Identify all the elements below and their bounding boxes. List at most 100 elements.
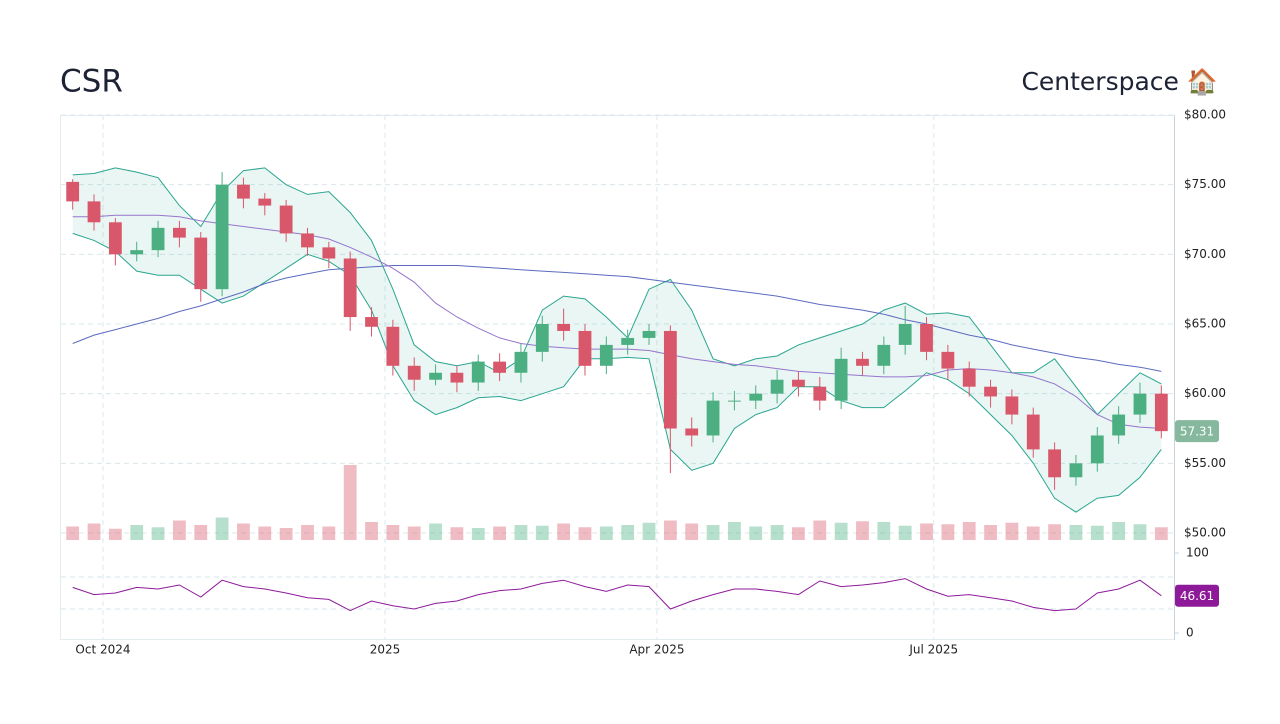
candle-body: [173, 227, 186, 238]
candle-body: [749, 393, 763, 401]
volume-bar: [706, 525, 720, 540]
candle-body: [706, 400, 720, 436]
y-tick-label: $60.00: [1184, 386, 1226, 400]
volume-bar: [386, 525, 400, 540]
volume-bar: [877, 522, 891, 540]
volume-bar: [621, 525, 635, 540]
moving-average: [72, 265, 1162, 372]
volume-bar: [535, 525, 549, 540]
candle-body: [429, 372, 442, 380]
volume-bar: [941, 524, 955, 540]
volume-bar: [365, 522, 378, 540]
company-name: Centerspace 🏠: [1021, 67, 1218, 96]
volume-bar: [663, 520, 677, 540]
volume-bar: [749, 526, 763, 540]
candle-body: [407, 365, 421, 380]
candle-body: [301, 233, 314, 248]
candle-body: [1069, 463, 1083, 478]
volume-bar: [685, 523, 699, 540]
volume-bar: [108, 528, 122, 540]
volume-bar: [87, 523, 101, 540]
candle-body: [365, 317, 378, 327]
candle-body: [1005, 396, 1019, 415]
rsi-line: [72, 578, 1162, 612]
candle-body: [194, 237, 208, 290]
volume-bar: [1154, 527, 1168, 540]
y-tick-label: $50.00: [1184, 526, 1226, 540]
volume-bar: [407, 526, 421, 540]
candle-body: [834, 358, 848, 401]
candle-body: [898, 324, 912, 345]
candle-body: [1133, 393, 1147, 415]
volume-bar: [834, 522, 848, 540]
candle-body: [1090, 435, 1104, 464]
band-upper: [72, 167, 1162, 416]
rsi-tag: [1175, 584, 1219, 607]
candle-body: [728, 400, 741, 402]
candle-body: [599, 344, 613, 366]
candle-body: [856, 358, 869, 366]
volume-bar: [642, 522, 656, 540]
volume-bar: [514, 525, 528, 540]
volume-bar: [1048, 524, 1061, 540]
volume-bar: [1090, 525, 1104, 540]
candle-body: [962, 368, 976, 387]
volume-bar: [151, 527, 165, 540]
volume-bar: [728, 522, 741, 540]
volume-bar: [1069, 525, 1083, 540]
candle-body: [471, 361, 485, 383]
candle-body: [130, 250, 144, 255]
volume-bar: [471, 528, 485, 540]
volume-bar: [856, 521, 869, 540]
volume-bar: [237, 523, 250, 540]
volume-bar: [1133, 524, 1147, 540]
y-tick-label: $80.00: [1184, 108, 1226, 122]
rsi-tick-label: 0: [1186, 626, 1194, 640]
volume-bar: [450, 527, 464, 540]
volume-bar: [770, 525, 784, 540]
y-tick-label: $75.00: [1184, 177, 1226, 191]
volume-bar: [66, 526, 80, 540]
candle-body: [108, 222, 122, 255]
candle-body: [557, 324, 571, 331]
volume-bar: [898, 525, 912, 540]
x-tick-label: Apr 2025: [629, 643, 684, 657]
candle-body: [237, 184, 250, 199]
candle-body: [621, 337, 635, 345]
x-tick-label: 2025: [370, 643, 401, 657]
volume-bar: [962, 522, 976, 540]
volume-bar: [557, 523, 571, 540]
x-tick-label: Jul 2025: [908, 643, 958, 657]
candle-body: [279, 205, 293, 234]
candle-body: [792, 379, 805, 387]
candle-body: [343, 258, 357, 318]
candle-body: [877, 344, 891, 366]
candle-body: [151, 227, 165, 251]
volume-bar: [1112, 522, 1126, 540]
price-tag: [1175, 420, 1219, 443]
volume-bar: [578, 527, 592, 540]
candle-body: [66, 181, 80, 202]
volume-bar: [194, 525, 208, 540]
chart-title: CSR: [60, 64, 123, 100]
volume-bar: [813, 520, 827, 540]
candle-body: [87, 201, 101, 223]
volume-bar: [920, 523, 933, 540]
candle-body: [450, 372, 464, 383]
rsi-tag-label: 46.61: [1180, 589, 1214, 603]
candle-body: [1048, 449, 1061, 478]
volume-bar: [984, 525, 997, 540]
candle-body: [1112, 414, 1126, 436]
volume-bar: [792, 527, 805, 540]
candle-body: [1154, 393, 1168, 432]
volume-bar: [429, 523, 442, 540]
x-tick-label: Oct 2024: [75, 643, 130, 657]
candle-body: [941, 351, 955, 369]
volume-bar: [215, 517, 229, 540]
volume-bar: [130, 525, 144, 540]
volume-bar: [343, 465, 357, 540]
candle-body: [322, 247, 336, 259]
rsi-tick-label: 100: [1186, 546, 1209, 560]
candle-body: [258, 198, 272, 206]
